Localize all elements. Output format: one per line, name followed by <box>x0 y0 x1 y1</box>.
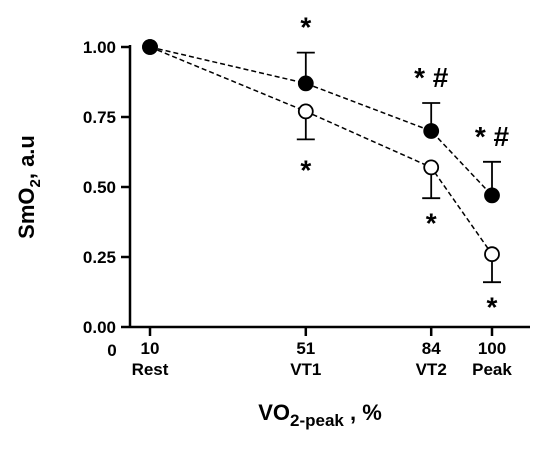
x-ticks: 10 Rest 51 VT1 84 VT2 100 Peak <box>132 327 512 379</box>
y-axis-label: SmO2, a.u <box>14 135 44 239</box>
y-tick-label: 0.25 <box>83 248 116 267</box>
y-axis-label-main: SmO <box>14 188 39 239</box>
significance-marker: * # <box>414 62 449 93</box>
x-tick-sublabel: Peak <box>472 360 512 379</box>
data-points <box>142 39 500 263</box>
data-point-filled <box>423 123 440 139</box>
y-tick-label: 0.00 <box>83 318 116 337</box>
annotations: * * * # * * # * <box>300 12 509 323</box>
x-axis-label-tail: , % <box>344 400 382 425</box>
data-point-open <box>423 159 440 176</box>
x-tick-label: 51 <box>296 339 315 358</box>
x-axis-label-main: VO <box>258 400 290 425</box>
significance-marker: * <box>300 154 311 185</box>
data-point-open <box>484 246 500 263</box>
y-axis-label-sub: 2 <box>27 179 44 187</box>
origin-label: 0 <box>107 341 116 360</box>
y-axis-label-tail: , a.u <box>14 135 39 179</box>
x-tick-label: 84 <box>422 339 441 358</box>
x-axis-label-sub: 2-peak <box>290 411 344 430</box>
x-axis-label: VO2-peak , % <box>258 400 382 430</box>
axes <box>128 45 530 329</box>
data-point-open <box>297 103 314 120</box>
x-tick-label: 100 <box>478 339 506 358</box>
x-tick-sublabel: VT2 <box>416 360 447 379</box>
data-point-filled <box>297 75 314 92</box>
y-tick-label: 0.75 <box>83 108 116 127</box>
series-line-open <box>149 46 493 255</box>
significance-marker: * <box>487 292 498 323</box>
significance-marker: * <box>426 208 437 239</box>
error-bars <box>296 51 501 284</box>
data-point-filled <box>484 187 500 204</box>
x-tick-sublabel: Rest <box>132 360 169 379</box>
y-ticks: 0.00 0.25 0.50 0.75 1.00 <box>83 38 130 337</box>
data-point-filled <box>142 39 158 55</box>
significance-marker: * <box>300 12 311 43</box>
series-lines <box>149 46 493 255</box>
x-tick-label: 10 <box>141 339 160 358</box>
y-tick-label: 1.00 <box>83 38 116 57</box>
significance-marker: * # <box>475 121 510 152</box>
x-tick-sublabel: VT1 <box>290 360 321 379</box>
y-tick-label: 0.50 <box>83 178 116 197</box>
series-line-filled <box>149 46 493 196</box>
